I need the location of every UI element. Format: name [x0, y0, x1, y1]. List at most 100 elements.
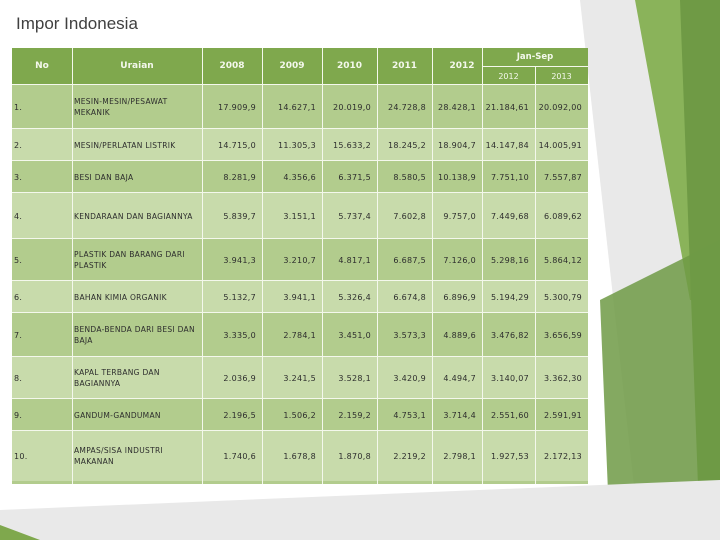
cell-2011: 2.219,2 [393, 451, 426, 461]
cell-jan-sep-2013: 5.864,12 [543, 255, 582, 265]
cell-jan-sep-2013: 5.300,79 [543, 292, 582, 302]
cell-2012: 2.798,1 [443, 451, 476, 461]
header-jan-sep-2013: 2013 [535, 66, 588, 85]
cell-2012: 9.757,0 [443, 211, 476, 221]
cell-2010: 15.633,2 [332, 140, 371, 150]
cell-2009: 1.506,2 [283, 410, 316, 420]
cell-2011: 3.573,3 [393, 330, 426, 340]
table-header: No Uraian 2008 2009 2010 2011 2012 Jan-S… [12, 48, 588, 84]
cell-no: 10. [14, 451, 28, 461]
cell-2010: 2.159,2 [338, 410, 371, 420]
header-no: No [35, 61, 49, 71]
cell-2008: 14.715,0 [217, 140, 256, 150]
cell-no: 7. [14, 330, 23, 340]
cell-2011: 8.580,5 [393, 172, 426, 182]
cell-2009: 4.356,6 [283, 172, 316, 182]
cell-2012: 4.889,6 [443, 330, 476, 340]
table-row: 9. GANDUM-GANDUMAN 2.196,5 1.506,2 2.159,2 4.… [12, 398, 588, 431]
cell-2010: 5.326,4 [338, 292, 371, 302]
cell-2009: 2.784,1 [283, 330, 316, 340]
header-jan-sep: Jan-Sep [516, 52, 554, 62]
cell-jan-sep-2012: 7.449,68 [490, 211, 529, 221]
cell-no: 2. [14, 140, 23, 150]
cell-2012: 4.494,7 [443, 373, 476, 383]
cell-2009: 3.941,1 [283, 292, 316, 302]
cell-2008: 5.839,7 [223, 211, 256, 221]
table-row: 3. BESI DAN BAJA 8.281,9 4.356,6 6.371,5 8.58… [12, 160, 588, 193]
cell-no: 8. [14, 373, 23, 383]
decorative-green-shapes [580, 0, 720, 540]
cell-jan-sep-2012: 2.551,60 [490, 410, 529, 420]
cell-no: 3. [14, 172, 23, 182]
table-row: 6. BAHAN KIMIA ORGANIK 5.132,7 3.941,1 5.326… [12, 280, 588, 313]
cell-jan-sep-2012: 3.140,07 [490, 373, 529, 383]
cell-2008: 5.132,7 [223, 292, 256, 302]
table-row: 1. MESIN-MESIN/PESAWAT MEKANIK 17.909,9 14.… [12, 84, 588, 129]
cell-jan-sep-2013: 7.557,87 [543, 172, 582, 182]
cell-2012: 6.896,9 [443, 292, 476, 302]
cell-2012: 18.904,7 [437, 140, 476, 150]
header-2008: 2008 [219, 61, 245, 71]
table-row: 10. AMPAS/SISA INDUSTRI MAKANAN 1.740,6 1.6… [12, 430, 588, 481]
cell-2012: 3.714,4 [443, 410, 476, 420]
cell-jan-sep-2013: 14.005,91 [538, 140, 582, 150]
cell-no: 4. [14, 211, 23, 221]
header-jan-sep-2012: 2012 [482, 66, 535, 85]
cell-jan-sep-2012: 5.194,29 [490, 292, 529, 302]
cell-2009: 1.678,8 [283, 451, 316, 461]
import-table: No Uraian 2008 2009 2010 2011 2012 Jan-S… [12, 48, 588, 484]
cell-2008: 3.335,0 [223, 330, 256, 340]
cell-2009: 11.305,3 [277, 140, 316, 150]
header-2012: 2012 [449, 61, 475, 71]
cell-jan-sep-2013: 20.092,00 [538, 102, 582, 112]
table-row: 8. KAPAL TERBANG DAN BAGIANNYA 2.036,9 3.24… [12, 356, 588, 399]
table-row: 4. KENDARAAN DAN BAGIANNYA 5.839,7 3.151,1 5… [12, 192, 588, 239]
page-title: Impor Indonesia [16, 14, 138, 33]
cell-uraian: KAPAL TERBANG DAN BAGIANNYA [74, 368, 160, 388]
cell-2009: 3.210,7 [283, 255, 316, 265]
cell-2010: 5.737,4 [338, 211, 371, 221]
cell-2008: 2.196,5 [223, 410, 256, 420]
cell-uraian: MESIN-MESIN/PESAWAT MEKANIK [74, 97, 168, 117]
cell-2008: 1.740,6 [223, 451, 256, 461]
table-row: 2. MESIN/PERLATAN LISTRIK 14.715,0 11.305,3… [12, 128, 588, 161]
header-2009: 2009 [279, 61, 305, 71]
cell-no: 1. [14, 102, 23, 112]
header-uraian: Uraian [120, 61, 154, 71]
cell-2010: 3.451,0 [338, 330, 371, 340]
cell-jan-sep-2013: 6.089,62 [543, 211, 582, 221]
cell-2011: 7.602,8 [393, 211, 426, 221]
cell-uraian: AMPAS/SISA INDUSTRI MAKANAN [74, 446, 164, 466]
cell-2009: 14.627,1 [277, 102, 316, 112]
cell-jan-sep-2012: 21.184,61 [485, 102, 529, 112]
cell-2009: 3.241,5 [283, 373, 316, 383]
cell-jan-sep-2012: 1.927,53 [490, 451, 529, 461]
cell-uraian: KENDARAAN DAN BAGIANNYA [74, 211, 193, 221]
cell-jan-sep-2012: 5.298,16 [490, 255, 529, 265]
cell-uraian: BAHAN KIMIA ORGANIK [74, 292, 167, 302]
cell-2010: 4.817,1 [338, 255, 371, 265]
cell-jan-sep-2013: 2.172,13 [543, 451, 582, 461]
cell-uraian: MESIN/PERLATAN LISTRIK [74, 140, 176, 150]
cell-2008: 17.909,9 [217, 102, 256, 112]
cell-2011: 6.674,8 [393, 292, 426, 302]
cell-2009: 3.151,1 [283, 211, 316, 221]
cell-uraian: GANDUM-GANDUMAN [74, 410, 161, 420]
cell-uraian: PLASTIK DAN BARANG DARI PLASTIK [74, 250, 185, 270]
cell-2012: 10.138,9 [437, 172, 476, 182]
cell-2008: 8.281,9 [223, 172, 256, 182]
header-2011: 2011 [391, 61, 418, 71]
cell-uraian: BENDA-BENDA DARI BESI DAN BAJA [74, 325, 195, 345]
header-2010: 2010 [336, 61, 363, 71]
cell-2011: 6.687,5 [393, 255, 426, 265]
cell-2008: 3.941,3 [223, 255, 256, 265]
table-row: 5. PLASTIK DAN BARANG DARI PLASTIK 3.941,3… [12, 238, 588, 281]
cell-jan-sep-2012: 7.751,10 [490, 172, 529, 182]
cell-2010: 1.870,8 [338, 451, 371, 461]
cell-2010: 3.528,1 [338, 373, 371, 383]
decorative-bottom-band [0, 480, 720, 540]
cell-2010: 6.371,5 [338, 172, 371, 182]
cell-no: 5. [14, 255, 23, 265]
cell-2011: 4.753,1 [393, 410, 426, 420]
cell-2011: 18.245,2 [387, 140, 426, 150]
